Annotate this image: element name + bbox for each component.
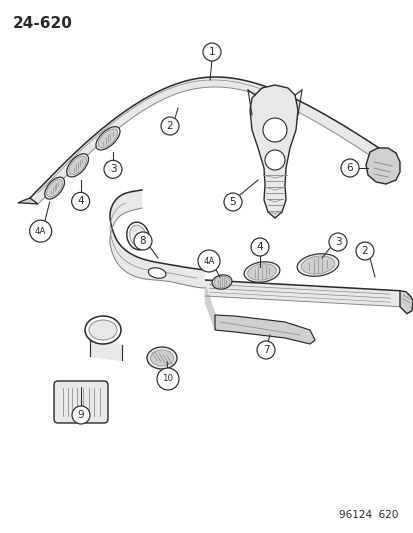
Text: 96124  620: 96124 620	[338, 510, 397, 520]
Circle shape	[197, 250, 219, 272]
Text: 4: 4	[256, 242, 263, 252]
Polygon shape	[365, 148, 399, 184]
Text: 3: 3	[334, 237, 340, 247]
Text: 7: 7	[262, 345, 269, 355]
Polygon shape	[110, 190, 204, 288]
Text: 5: 5	[229, 197, 236, 207]
Circle shape	[134, 232, 152, 250]
Circle shape	[161, 117, 178, 135]
Text: 9: 9	[78, 410, 84, 420]
Circle shape	[202, 43, 221, 61]
Ellipse shape	[126, 222, 149, 250]
Ellipse shape	[85, 316, 121, 344]
Ellipse shape	[69, 156, 86, 175]
Text: 4: 4	[77, 196, 84, 206]
Ellipse shape	[214, 276, 229, 288]
Ellipse shape	[45, 177, 64, 199]
Text: 4A: 4A	[203, 256, 214, 265]
Polygon shape	[18, 198, 38, 204]
Ellipse shape	[89, 320, 117, 340]
Circle shape	[256, 341, 274, 359]
Text: 2: 2	[166, 121, 173, 131]
Text: 24-620: 24-620	[13, 16, 73, 31]
Text: 4A: 4A	[35, 227, 46, 236]
Text: 10: 10	[162, 375, 173, 384]
Circle shape	[72, 406, 90, 424]
Ellipse shape	[96, 127, 120, 150]
FancyBboxPatch shape	[54, 381, 108, 423]
Ellipse shape	[297, 254, 338, 276]
Circle shape	[104, 160, 122, 179]
Ellipse shape	[66, 154, 88, 177]
Circle shape	[262, 118, 286, 142]
Ellipse shape	[147, 347, 177, 369]
Ellipse shape	[47, 180, 62, 197]
Circle shape	[223, 193, 242, 211]
Ellipse shape	[247, 264, 275, 280]
Circle shape	[30, 220, 52, 242]
Text: 2: 2	[361, 246, 368, 256]
Text: 8: 8	[139, 236, 146, 246]
Circle shape	[355, 242, 373, 260]
Ellipse shape	[129, 225, 146, 247]
Circle shape	[250, 238, 268, 256]
Polygon shape	[249, 85, 297, 218]
Ellipse shape	[301, 256, 334, 274]
Ellipse shape	[150, 350, 173, 366]
Text: 1: 1	[208, 47, 215, 57]
Text: 6: 6	[346, 163, 352, 173]
Text: 3: 3	[109, 164, 116, 174]
Ellipse shape	[148, 268, 166, 278]
Ellipse shape	[244, 262, 279, 282]
Circle shape	[157, 368, 178, 390]
Polygon shape	[399, 290, 412, 314]
Ellipse shape	[98, 129, 117, 148]
Polygon shape	[204, 280, 399, 306]
Circle shape	[328, 233, 346, 251]
Circle shape	[340, 159, 358, 177]
Circle shape	[264, 150, 284, 170]
Ellipse shape	[211, 275, 231, 289]
Circle shape	[71, 192, 89, 211]
Polygon shape	[214, 315, 314, 344]
Polygon shape	[30, 77, 384, 204]
